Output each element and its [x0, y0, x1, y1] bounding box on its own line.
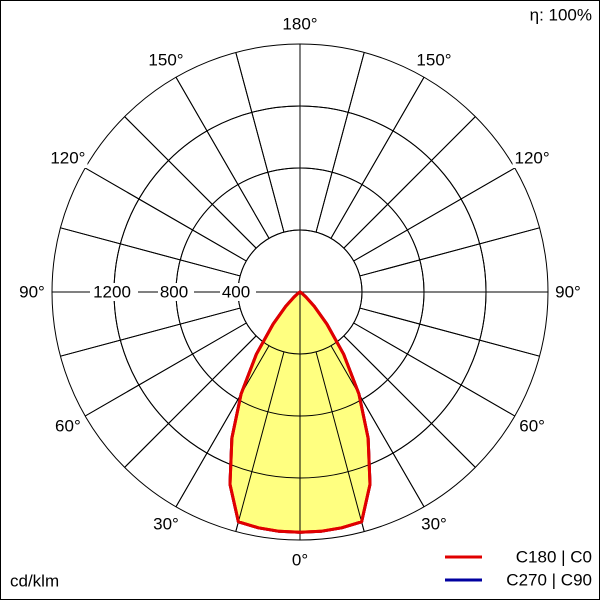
- spoke: [175, 345, 270, 508]
- spoke: [60, 307, 241, 357]
- angle-label-bg: [146, 49, 186, 70]
- spoke: [124, 335, 257, 468]
- spoke: [359, 307, 540, 357]
- spoke: [330, 345, 425, 508]
- angle-label: 90°: [555, 282, 581, 301]
- legend: C180 | C0 C270 | C90: [445, 547, 592, 589]
- angle-label: 60°: [55, 416, 81, 435]
- angle-label-bg: [517, 416, 547, 436]
- angle-label: 180°: [282, 14, 317, 33]
- angle-label-bg: [553, 282, 583, 302]
- angle-label: 90°: [19, 282, 45, 301]
- spoke: [124, 116, 257, 249]
- angle-label: 150°: [416, 50, 451, 69]
- spoke: [353, 322, 516, 417]
- angle-label-bg: [17, 282, 47, 302]
- unit-label: cd/klm: [10, 571, 59, 590]
- legend-label: C270 | C90: [506, 570, 592, 589]
- spoke: [330, 76, 425, 239]
- intensity-curve-outline: [228, 290, 372, 534]
- r-tick-label: 400: [222, 282, 250, 301]
- spoke: [175, 76, 270, 239]
- legend-label: C180 | C0: [516, 547, 592, 566]
- spoke: [60, 227, 241, 277]
- angle-label: 0°: [292, 550, 308, 569]
- angle-label-bg: [414, 49, 454, 70]
- spoke: [84, 167, 247, 262]
- spoke: [343, 335, 476, 468]
- tick-label-bg: [158, 283, 194, 301]
- r-tick-label: 1200: [93, 282, 131, 301]
- angle-label: 60°: [519, 416, 545, 435]
- angle-label: 120°: [515, 148, 550, 167]
- angle-label-bg: [419, 514, 449, 535]
- spoke: [235, 52, 285, 233]
- spoke: [235, 351, 285, 532]
- angle-label-bg: [280, 14, 320, 34]
- spoke: [359, 227, 540, 277]
- efficiency: η: 100%: [530, 5, 592, 24]
- angle-label: 120°: [50, 148, 85, 167]
- labels: 400 800 1200 0° 30° 30° 60° 60° 90° 90° 120° 120° 15…: [17, 14, 583, 570]
- spoke: [353, 167, 516, 262]
- grid-overlay: [52, 44, 548, 540]
- spoke: [343, 116, 476, 249]
- angle-label-bg: [512, 148, 552, 168]
- angle-label: 30°: [421, 515, 447, 534]
- angle-label: 150°: [148, 50, 183, 69]
- angle-label: 30°: [153, 515, 179, 534]
- plot-area: [52, 44, 548, 540]
- spoke: [315, 52, 365, 233]
- angle-label-bg: [48, 148, 88, 168]
- angle-label-bg: [53, 416, 83, 436]
- spoke: [315, 351, 365, 532]
- angle-label-bg: [289, 550, 311, 570]
- spoke: [84, 322, 247, 417]
- tick-label-bg: [90, 283, 138, 301]
- angle-label-bg: [151, 514, 181, 535]
- tick-label-bg: [220, 283, 256, 301]
- r-tick-label: 800: [160, 282, 188, 301]
